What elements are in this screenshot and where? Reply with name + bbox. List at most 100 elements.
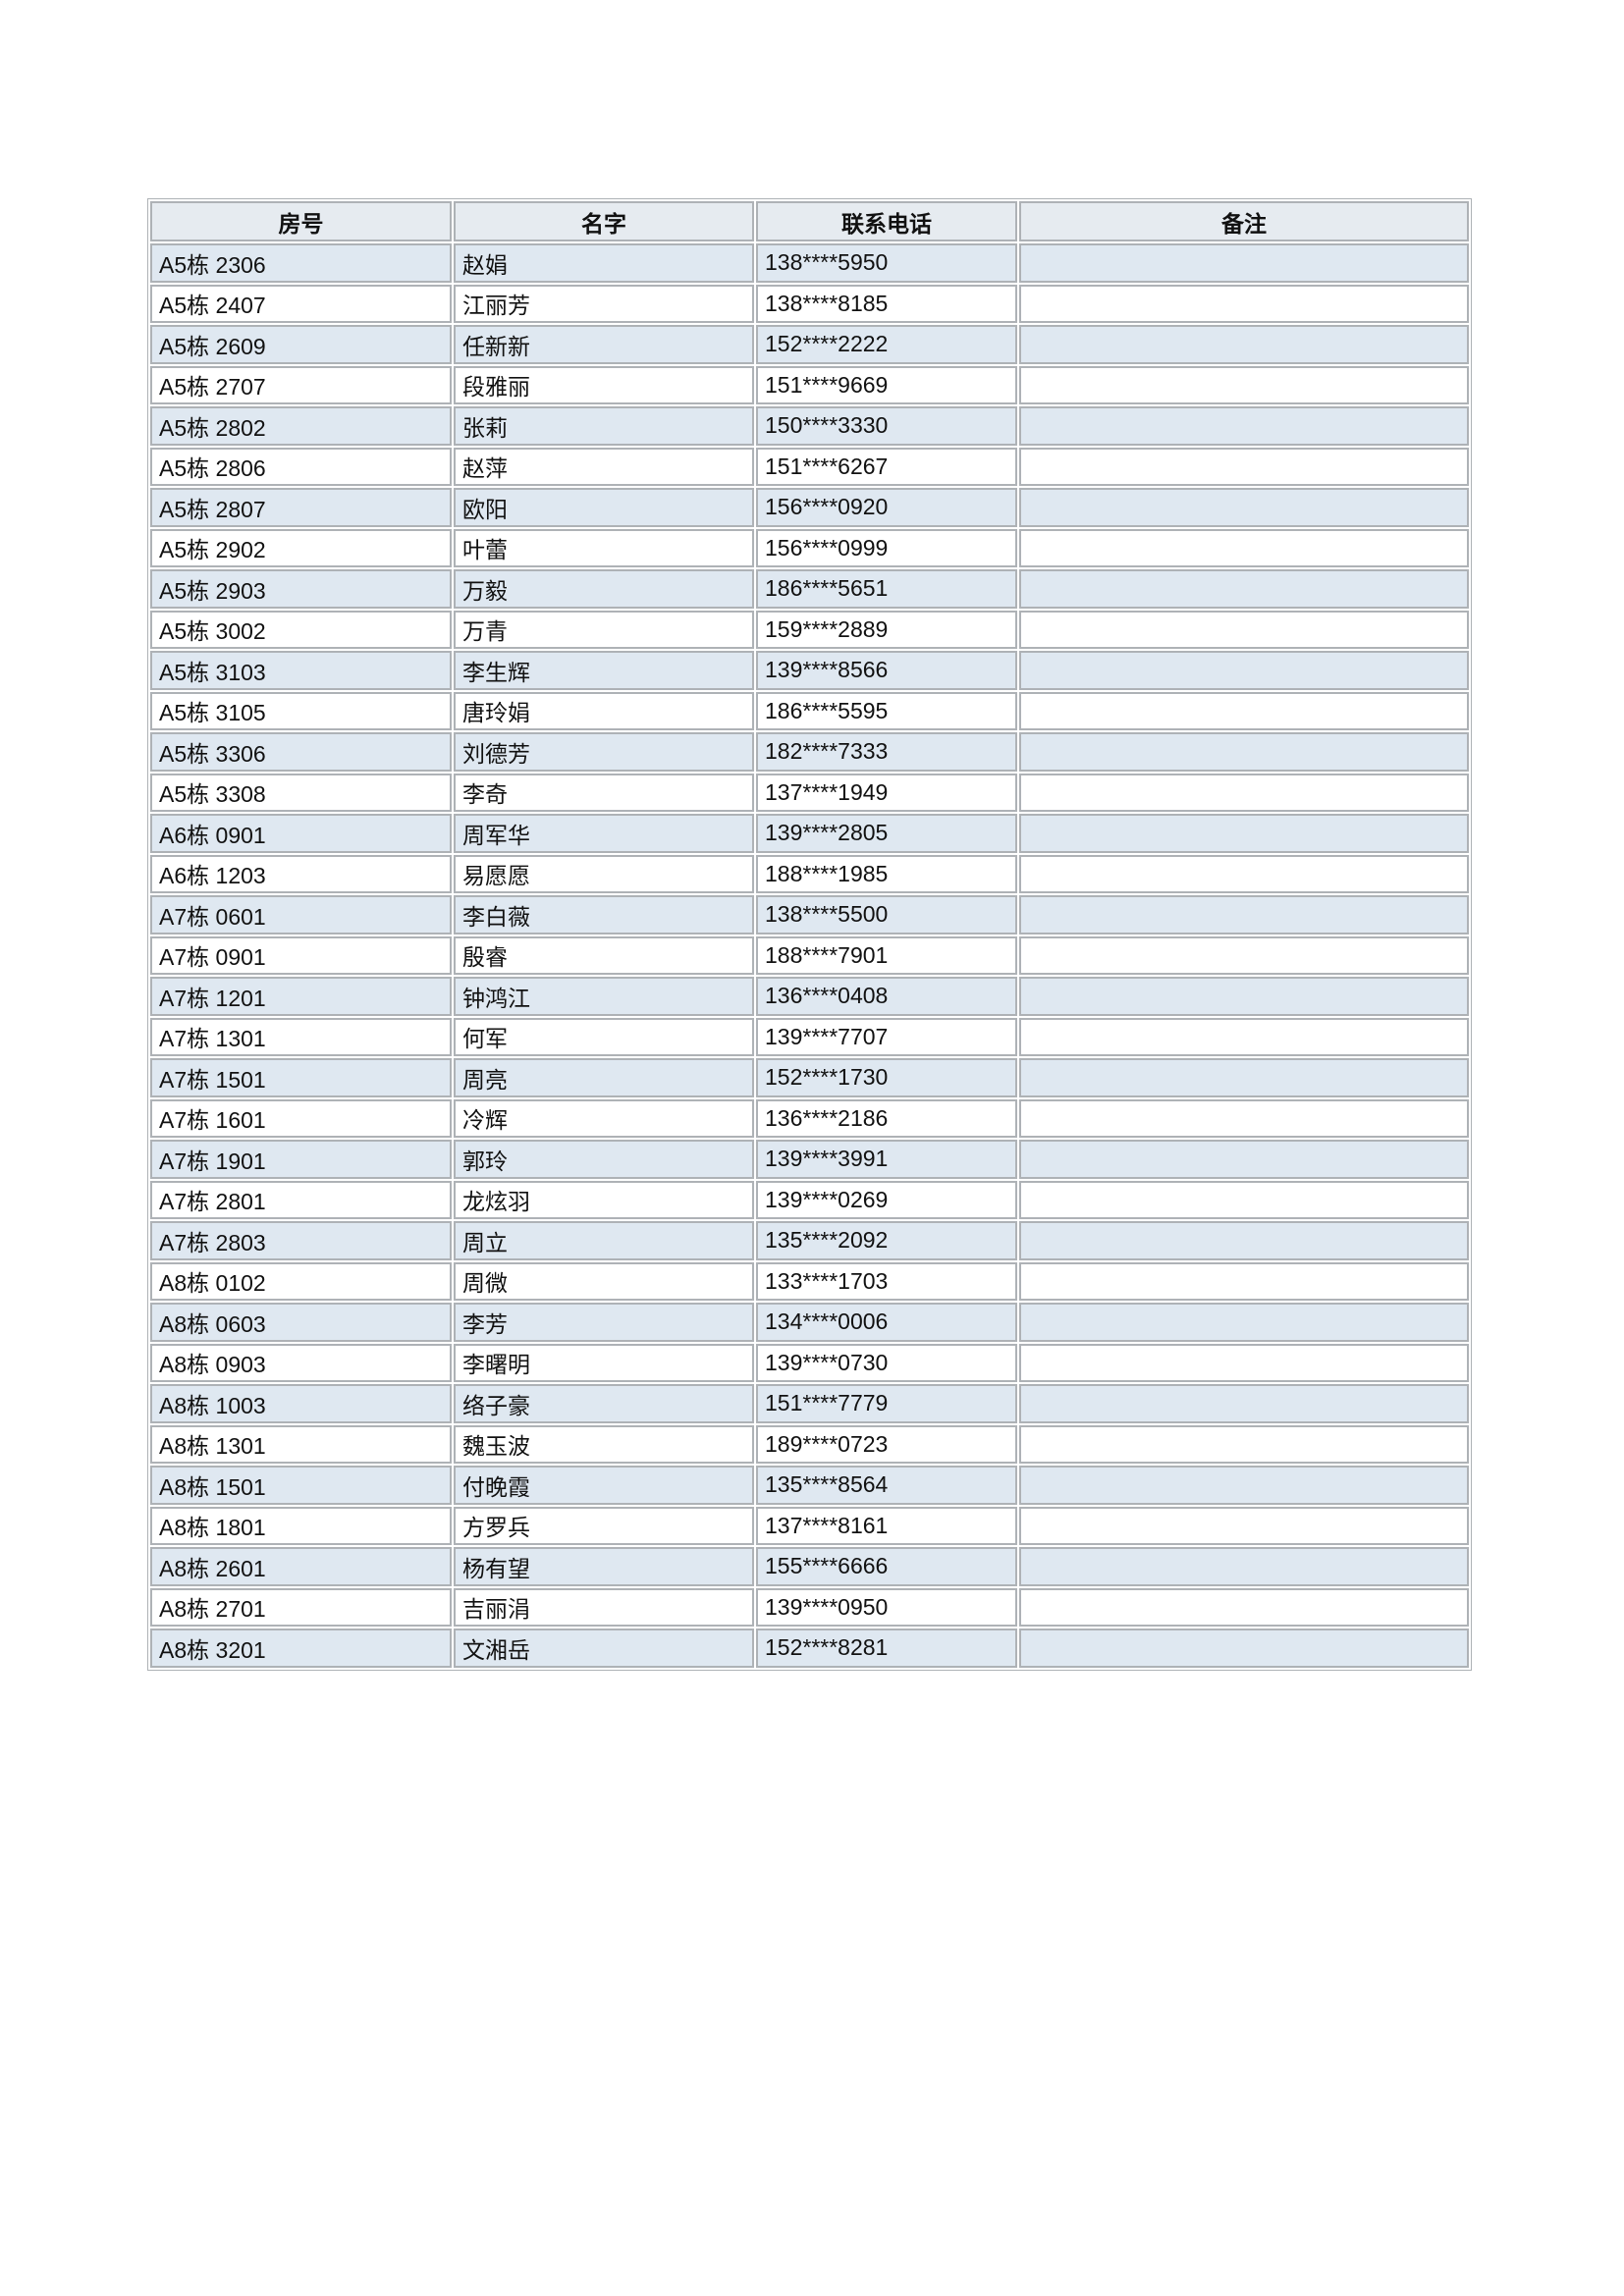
room-cell: A5栋 2707 xyxy=(150,365,452,404)
room-cell: A5栋 3105 xyxy=(150,691,452,730)
note-cell xyxy=(1019,610,1469,649)
table-row: A5栋 2806 赵萍 151****6267 xyxy=(150,447,1469,486)
room-cell: A5栋 2609 xyxy=(150,325,452,364)
table-row: A7栋 1601 冷辉 136****2186 xyxy=(150,1098,1469,1138)
phone-cell: 151****7779 xyxy=(756,1384,1017,1423)
note-cell xyxy=(1019,406,1469,446)
column-header-phone: 联系电话 xyxy=(756,201,1017,241)
room-cell: A8栋 0102 xyxy=(150,1261,452,1301)
room-cell: A8栋 3201 xyxy=(150,1629,452,1668)
phone-cell: 139****2805 xyxy=(756,814,1017,853)
name-cell: 李芳 xyxy=(454,1303,754,1342)
name-cell: 周微 xyxy=(454,1261,754,1301)
phone-cell: 135****8564 xyxy=(756,1466,1017,1505)
room-cell: A5栋 3308 xyxy=(150,773,452,812)
table-row: A5栋 2902 叶蕾 156****0999 xyxy=(150,528,1469,567)
table-row: A8栋 3201 文湘岳 152****8281 xyxy=(150,1629,1469,1668)
name-cell: 周亮 xyxy=(454,1058,754,1097)
room-cell: A8栋 1501 xyxy=(150,1466,452,1505)
table-body: A5栋 2306 赵娟 138****5950 A5栋 2407 江丽芳 138****8… xyxy=(150,243,1469,1668)
note-cell xyxy=(1019,528,1469,567)
column-header-room: 房号 xyxy=(150,201,452,241)
phone-cell: 151****9669 xyxy=(756,365,1017,404)
phone-cell: 138****5500 xyxy=(756,895,1017,934)
room-cell: A7栋 0901 xyxy=(150,935,452,975)
room-cell: A7栋 1501 xyxy=(150,1058,452,1097)
name-cell: 赵娟 xyxy=(454,243,754,283)
room-cell: A8栋 1301 xyxy=(150,1424,452,1464)
table-row: A8栋 1801 方罗兵 137****8161 xyxy=(150,1506,1469,1545)
name-cell: 欧阳 xyxy=(454,488,754,527)
phone-cell: 156****0999 xyxy=(756,528,1017,567)
phone-cell: 139****0730 xyxy=(756,1343,1017,1382)
table-row: A5栋 3103 李生辉 139****8566 xyxy=(150,651,1469,690)
name-cell: 络子豪 xyxy=(454,1384,754,1423)
room-cell: A5栋 2802 xyxy=(150,406,452,446)
table-row: A5栋 2407 江丽芳 138****8185 xyxy=(150,284,1469,323)
room-cell: A7栋 1901 xyxy=(150,1140,452,1179)
table-row: A5栋 2903 万毅 186****5651 xyxy=(150,569,1469,609)
room-cell: A7栋 2801 xyxy=(150,1180,452,1219)
name-cell: 龙炫羽 xyxy=(454,1180,754,1219)
name-cell: 李白薇 xyxy=(454,895,754,934)
phone-cell: 152****1730 xyxy=(756,1058,1017,1097)
table-row: A7栋 0601 李白薇 138****5500 xyxy=(150,895,1469,934)
table-row: A5栋 3105 唐玲娟 186****5595 xyxy=(150,691,1469,730)
phone-cell: 152****8281 xyxy=(756,1629,1017,1668)
name-cell: 杨有望 xyxy=(454,1547,754,1586)
table-row: A8栋 0102 周微 133****1703 xyxy=(150,1261,1469,1301)
phone-cell: 134****0006 xyxy=(756,1303,1017,1342)
phone-cell: 136****2186 xyxy=(756,1098,1017,1138)
note-cell xyxy=(1019,1466,1469,1505)
table-row: A7栋 1301 何军 139****7707 xyxy=(150,1017,1469,1056)
table-row: A6栋 0901 周军华 139****2805 xyxy=(150,814,1469,853)
room-cell: A7栋 1201 xyxy=(150,977,452,1016)
table-row: A8栋 2601 杨有望 155****6666 xyxy=(150,1547,1469,1586)
room-cell: A5栋 2806 xyxy=(150,447,452,486)
name-cell: 何军 xyxy=(454,1017,754,1056)
room-cell: A7栋 0601 xyxy=(150,895,452,934)
name-cell: 刘德芳 xyxy=(454,732,754,772)
name-cell: 周军华 xyxy=(454,814,754,853)
note-cell xyxy=(1019,447,1469,486)
room-cell: A6栋 1203 xyxy=(150,854,452,893)
note-cell xyxy=(1019,1261,1469,1301)
phone-cell: 155****6666 xyxy=(756,1547,1017,1586)
note-cell xyxy=(1019,732,1469,772)
phone-cell: 137****8161 xyxy=(756,1506,1017,1545)
table-row: A8栋 1501 付晚霞 135****8564 xyxy=(150,1466,1469,1505)
name-cell: 李生辉 xyxy=(454,651,754,690)
room-cell: A8栋 2601 xyxy=(150,1547,452,1586)
phone-cell: 186****5651 xyxy=(756,569,1017,609)
note-cell xyxy=(1019,1343,1469,1382)
room-cell: A5栋 3002 xyxy=(150,610,452,649)
table-row: A5栋 3002 万青 159****2889 xyxy=(150,610,1469,649)
table-row: A8栋 1003 络子豪 151****7779 xyxy=(150,1384,1469,1423)
name-cell: 付晚霞 xyxy=(454,1466,754,1505)
note-cell xyxy=(1019,651,1469,690)
phone-cell: 156****0920 xyxy=(756,488,1017,527)
name-cell: 段雅丽 xyxy=(454,365,754,404)
name-cell: 周立 xyxy=(454,1221,754,1260)
table-row: A5栋 3306 刘德芳 182****7333 xyxy=(150,732,1469,772)
note-cell xyxy=(1019,1221,1469,1260)
column-header-name: 名字 xyxy=(454,201,754,241)
name-cell: 吉丽涓 xyxy=(454,1587,754,1627)
name-cell: 魏玉波 xyxy=(454,1424,754,1464)
phone-cell: 159****2889 xyxy=(756,610,1017,649)
note-cell xyxy=(1019,1506,1469,1545)
table-row: A8栋 1301 魏玉波 189****0723 xyxy=(150,1424,1469,1464)
phone-cell: 133****1703 xyxy=(756,1261,1017,1301)
phone-cell: 182****7333 xyxy=(756,732,1017,772)
name-cell: 李奇 xyxy=(454,773,754,812)
table-row: A7栋 1901 郭玲 139****3991 xyxy=(150,1140,1469,1179)
name-cell: 任新新 xyxy=(454,325,754,364)
name-cell: 易愿愿 xyxy=(454,854,754,893)
name-cell: 万青 xyxy=(454,610,754,649)
name-cell: 张莉 xyxy=(454,406,754,446)
name-cell: 叶蕾 xyxy=(454,528,754,567)
name-cell: 殷睿 xyxy=(454,935,754,975)
note-cell xyxy=(1019,569,1469,609)
phone-cell: 137****1949 xyxy=(756,773,1017,812)
